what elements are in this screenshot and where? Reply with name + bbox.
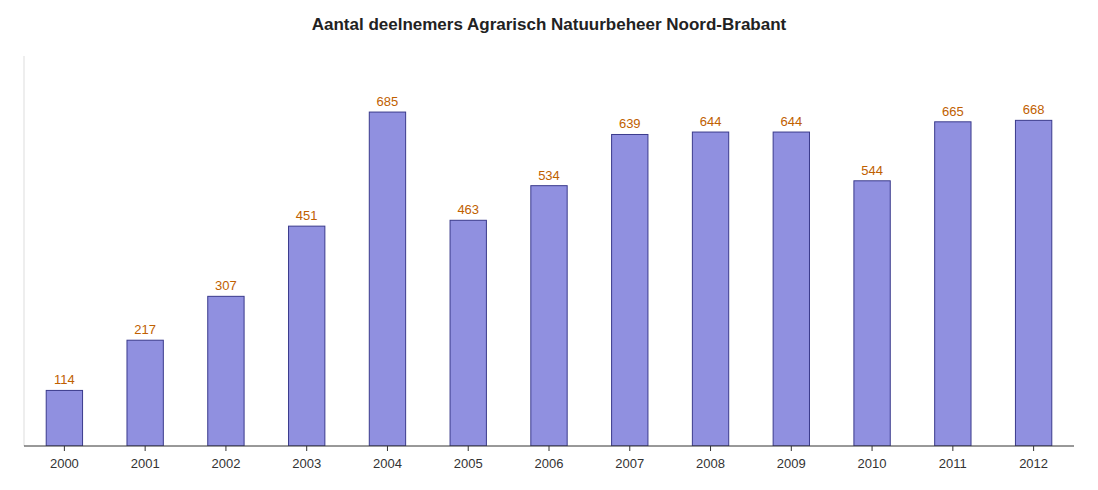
y-range-line xyxy=(24,56,25,446)
bar xyxy=(289,226,325,446)
x-tick xyxy=(64,446,65,451)
x-tick-label: 2012 xyxy=(1019,456,1048,471)
data-label: 217 xyxy=(134,322,156,337)
bar xyxy=(208,296,244,446)
x-tick-label: 2011 xyxy=(939,456,967,471)
x-tick xyxy=(872,446,873,451)
bar xyxy=(935,122,971,446)
title: Aantal deelnemers Agrarisch Natuurbeheer… xyxy=(312,15,787,34)
x-tick-label: 2004 xyxy=(373,456,402,471)
bar xyxy=(531,186,567,446)
bar xyxy=(450,220,486,446)
bar xyxy=(46,390,82,446)
x-tick-label: 2005 xyxy=(454,456,483,471)
x-tick xyxy=(145,446,146,451)
bar xyxy=(773,132,809,446)
data-label: 534 xyxy=(538,168,560,183)
x-tick xyxy=(952,446,953,451)
background xyxy=(0,0,1098,490)
bars xyxy=(46,112,1052,446)
x-tick xyxy=(225,446,226,451)
data-label: 685 xyxy=(377,94,399,109)
x-tick xyxy=(306,446,307,451)
x-tick-label: 2010 xyxy=(858,456,887,471)
chart: Aantal deelnemers Agrarisch Natuurbeheer… xyxy=(0,0,1098,490)
data-label: 644 xyxy=(700,114,722,129)
x-tick-label: 2008 xyxy=(696,456,725,471)
data-label: 451 xyxy=(296,208,318,223)
bar xyxy=(692,132,728,446)
x-tick xyxy=(791,446,792,451)
data-label: 668 xyxy=(1023,102,1045,117)
bar xyxy=(854,181,890,446)
x-tick xyxy=(549,446,550,451)
x-tick-label: 2007 xyxy=(615,456,644,471)
data-label: 665 xyxy=(942,104,964,119)
x-tick-label: 2009 xyxy=(777,456,806,471)
data-label: 307 xyxy=(215,278,237,293)
x-tick-label: 2001 xyxy=(131,456,160,471)
data-label: 544 xyxy=(861,163,883,178)
x-tick xyxy=(1033,446,1034,451)
bar xyxy=(612,134,648,446)
data-label: 114 xyxy=(54,372,75,387)
bar xyxy=(369,112,405,446)
data-label: 639 xyxy=(619,116,641,131)
bar xyxy=(127,340,163,446)
bar xyxy=(1015,120,1051,446)
x-tick-label: 2003 xyxy=(292,456,321,471)
x-tick xyxy=(387,446,388,451)
x-tick xyxy=(468,446,469,451)
x-tick-label: 2006 xyxy=(535,456,564,471)
data-label: 463 xyxy=(457,202,479,217)
x-tick-label: 2002 xyxy=(211,456,240,471)
x-tick xyxy=(629,446,630,451)
x-tick xyxy=(710,446,711,451)
data-label: 644 xyxy=(780,114,802,129)
x-tick-label: 2000 xyxy=(50,456,79,471)
